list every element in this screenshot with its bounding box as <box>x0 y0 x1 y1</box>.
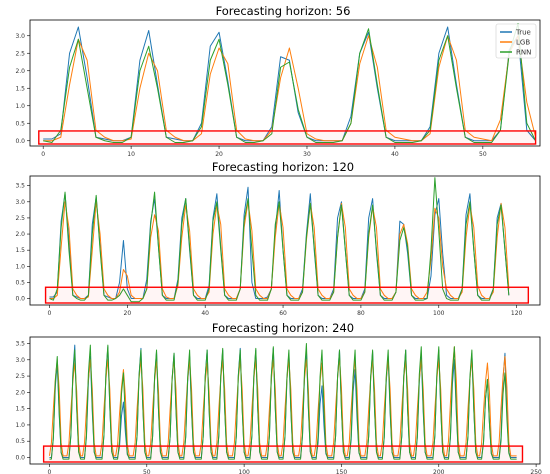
y-tick-label: 1.5 <box>15 85 25 92</box>
x-tick-label: 50 <box>143 469 151 474</box>
plot-frame <box>29 336 541 465</box>
y-tick-label: 1.0 <box>15 263 25 270</box>
y-tick-label: 3.0 <box>15 33 25 40</box>
series-line-true <box>49 186 510 300</box>
y-tick-label: 0.5 <box>15 120 25 127</box>
y-tick-label: 1.0 <box>15 103 25 110</box>
x-tick-label: 40 <box>391 151 399 158</box>
chart-title: Forecasting horizon: 56 <box>216 4 351 18</box>
y-tick-label: 2.5 <box>15 373 25 380</box>
y-tick-label: 3.0 <box>15 357 25 364</box>
highlight-box <box>42 445 524 463</box>
chart-title: Forecasting horizon: 240 <box>212 321 354 335</box>
x-tick-label: 80 <box>357 310 365 317</box>
chart-panel-horizon-240: Forecasting horizon: 240 0 50 100 150 200 250… <box>15 321 542 474</box>
x-tick-label: 200 <box>433 469 445 474</box>
plot-frame <box>29 175 541 306</box>
x-tick-label: 50 <box>479 151 487 158</box>
x-tick-label: 100 <box>238 469 250 474</box>
x-tick-label: 30 <box>303 151 311 158</box>
series-line-rnn <box>49 177 510 303</box>
y-tick-label: 0.0 <box>15 296 25 303</box>
y-tick-label: 0.5 <box>15 279 25 286</box>
y-tick-label: 3.0 <box>15 199 25 206</box>
x-tick-label: 60 <box>279 310 287 317</box>
y-tick-label: 3.5 <box>15 341 25 348</box>
x-tick-label: 20 <box>124 310 132 317</box>
series-line-rnn <box>49 343 517 460</box>
legend-label-lgb: LGB <box>516 39 530 47</box>
chart-title: Forecasting horizon: 120 <box>212 160 354 174</box>
chart-panel-horizon-120: Forecasting horizon: 120 0 20 40 60 80 100 120… <box>15 160 541 317</box>
x-tick-label: 40 <box>201 310 209 317</box>
x-tick-label: 0 <box>48 310 52 317</box>
chart-panel-horizon-56: Forecasting horizon: 56 0 10 20 30 40 50 0.0 0.… <box>15 4 541 158</box>
x-tick-label: 120 <box>511 310 523 317</box>
highlight-box <box>38 130 537 145</box>
x-tick-label: 100 <box>433 310 445 317</box>
plot-frame <box>29 19 541 147</box>
y-tick-label: 0.0 <box>15 138 25 145</box>
y-tick-label: 2.0 <box>15 231 25 238</box>
y-tick-label: 2.0 <box>15 389 25 396</box>
y-tick-label: 2.5 <box>15 215 25 222</box>
x-tick-label: 0 <box>48 469 52 474</box>
series-line-lgb <box>43 35 537 142</box>
x-tick-label: 150 <box>336 469 348 474</box>
series-line-rnn <box>43 23 537 143</box>
legend-label-rnn: RNN <box>516 49 531 57</box>
y-tick-label: 1.5 <box>15 247 25 254</box>
x-tick-label: 0 <box>41 151 45 158</box>
y-tick-label: 1.0 <box>15 422 25 429</box>
y-tick-label: 0.5 <box>15 438 25 445</box>
y-tick-label: 3.5 <box>15 183 25 190</box>
y-tick-label: 2.5 <box>15 50 25 57</box>
y-tick-label: 2.0 <box>15 68 25 75</box>
legend-label-true: True <box>515 29 531 37</box>
series-line-true <box>43 26 536 142</box>
y-tick-label: 1.5 <box>15 406 25 413</box>
y-tick-label: 0.0 <box>15 454 25 461</box>
highlight-box <box>44 286 530 304</box>
x-tick-label: 250 <box>530 469 542 474</box>
x-tick-label: 20 <box>215 151 223 158</box>
x-tick-label: 10 <box>127 151 135 158</box>
